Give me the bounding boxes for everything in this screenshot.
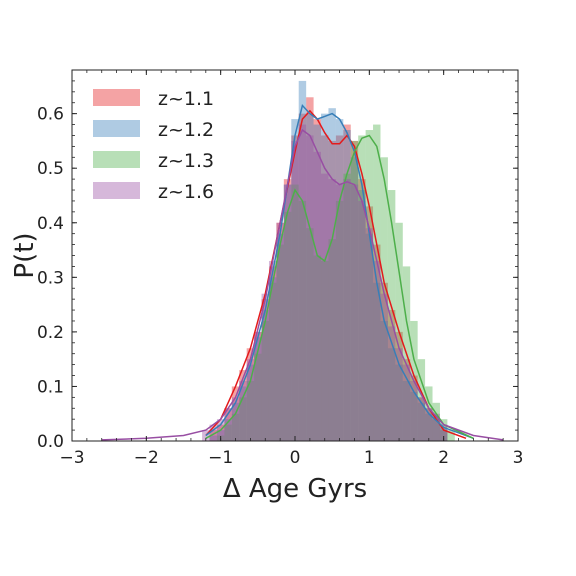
hist-bar-s3-8 [262,294,269,441]
hist-bar-s3-19 [343,179,350,441]
hist-bar-s3-18 [336,185,343,441]
hist-bar-s3-15 [314,152,321,441]
y-tick-label-1: 0.1 [37,377,64,397]
legend-swatch-3 [93,182,140,199]
x-tick-label-2: −1 [208,448,233,468]
hist-bar-s3-28 [410,381,417,441]
x-tick-label-3: 0 [290,448,301,468]
legend-swatch-1 [93,120,140,137]
legend-label-3: z~1.6 [158,181,214,203]
y-axis-label: P(t) [10,232,40,278]
legend-label-2: z~1.3 [158,150,214,172]
y-tick-label-6: 0.6 [37,105,64,125]
legend-swatch-2 [93,151,140,168]
hist-bar-s3-23 [373,261,380,441]
y-tick-label-4: 0.4 [37,214,64,234]
x-axis-label: Δ Age Gyrs [223,474,367,504]
x-tick-label-6: 3 [513,448,524,468]
y-tick-label-2: 0.2 [37,323,64,343]
hist-bar-s3-21 [358,201,365,441]
x-tick-label-4: 1 [364,448,375,468]
x-tick-label-1: −2 [134,448,159,468]
hist-bar-s3-27 [403,365,410,441]
hist-bar-s3-14 [306,135,313,441]
y-tick-label-0: 0.0 [37,432,64,452]
hist-bar-s3-22 [366,228,373,441]
hist-bar-s3-13 [299,125,306,441]
legend: z~1.1 z~1.2 z~1.3 z~1.6 [93,88,214,203]
y-tick-label-3: 0.3 [37,268,64,288]
x-tick-label-5: 2 [438,448,449,468]
hist-bar-s3-17 [328,179,335,441]
hist-bar-s3-20 [351,185,358,441]
legend-label-1: z~1.2 [158,119,214,141]
legend-swatch-0 [93,89,140,106]
hist-bar-s3-12 [291,141,298,441]
hist-bar-s3-26 [395,348,402,441]
hist-bar-s3-24 [380,294,387,441]
hist-bar-s3-16 [321,174,328,441]
y-tick-label-5: 0.5 [37,159,64,179]
legend-label-0: z~1.1 [158,88,214,110]
